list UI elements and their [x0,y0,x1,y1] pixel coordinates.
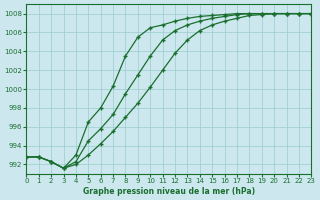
X-axis label: Graphe pression niveau de la mer (hPa): Graphe pression niveau de la mer (hPa) [83,187,255,196]
